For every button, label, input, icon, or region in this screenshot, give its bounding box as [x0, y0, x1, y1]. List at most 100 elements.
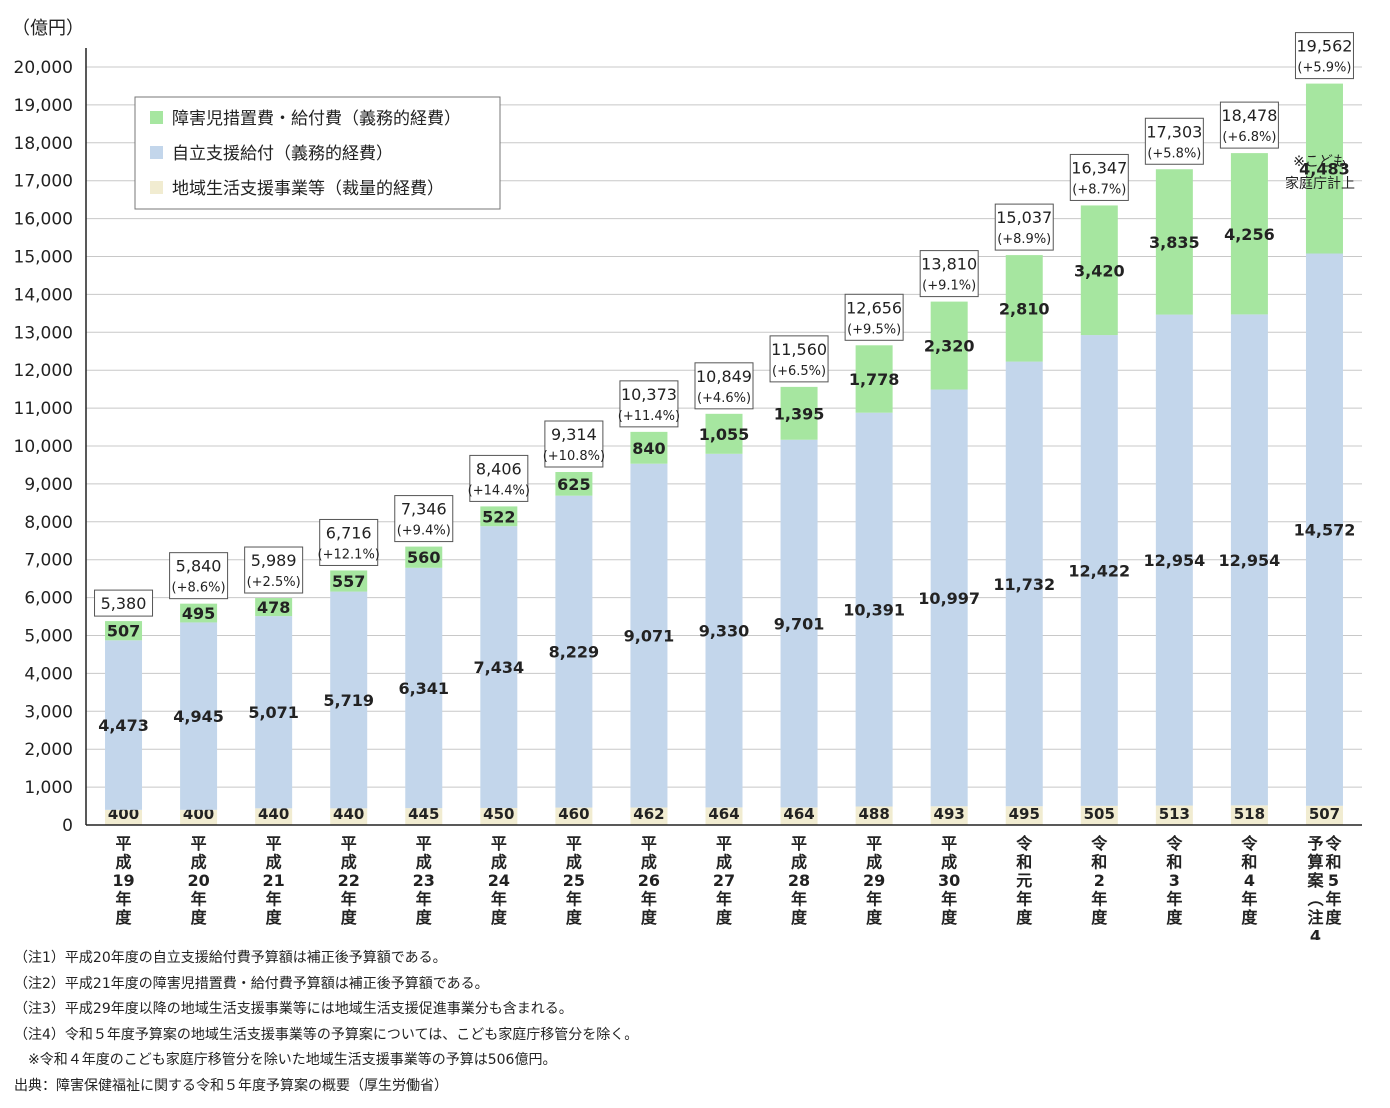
total-change: (+8.6%) — [172, 581, 226, 596]
x-tick-char: 22 — [338, 871, 360, 890]
total-change: (+5.8%) — [1147, 146, 1201, 161]
y-tick-label: 10,000 — [14, 437, 73, 457]
children-label: 4,256 — [1224, 225, 1275, 244]
x-tick-char: 度 — [1016, 908, 1033, 927]
children-segment — [555, 471, 593, 496]
community-segment — [630, 807, 668, 825]
x-tick-char: 年 — [1091, 890, 1107, 909]
children-segment — [1005, 255, 1043, 362]
x-tick-char: 成 — [116, 853, 132, 872]
children-label: 2,320 — [924, 337, 975, 356]
independence-segment — [255, 616, 293, 809]
x-tick-char: 成 — [941, 853, 957, 872]
y-tick-label: 15,000 — [14, 248, 73, 268]
total-box — [244, 546, 304, 594]
total-box — [469, 454, 529, 502]
children-segment — [1080, 205, 1118, 336]
bar-group: 488 10,391 1,778 12,656 (+9.5%) — [843, 293, 905, 825]
total-value: 8,406 — [476, 459, 522, 478]
children-label: 4,483 — [1299, 160, 1350, 179]
x-tick-char: （ — [1305, 890, 1324, 906]
community-label: 464 — [783, 805, 814, 823]
x-tick-char: 令 — [1165, 834, 1183, 853]
children-segment — [630, 431, 668, 464]
independence-segment — [780, 439, 818, 808]
community-segment — [105, 809, 143, 825]
stacked-bar-chart: （億円） 0 1,000 2,000 3,000 4,000 5,000 6,000 7,00… — [12, 18, 1362, 940]
children-segment — [180, 603, 218, 623]
x-tick-char: 度 — [1325, 908, 1342, 927]
children-segment — [405, 546, 443, 568]
x-tick-label: 平成21年度 — [263, 834, 285, 927]
community-segment — [1080, 805, 1118, 825]
x-tick-char: 年 — [491, 890, 507, 909]
total-value: 17,303 — [1146, 122, 1202, 141]
total-change: (+11.4%) — [618, 409, 680, 424]
total-value: 6,716 — [326, 523, 372, 542]
x-tick-char: 算 — [1307, 853, 1323, 872]
independence-label: 4,473 — [98, 716, 149, 735]
x-tick-char: 3 — [1169, 871, 1180, 890]
community-segment — [180, 809, 218, 825]
x-tick-char: 和 — [1166, 853, 1182, 872]
x-tick-char: 30 — [938, 871, 960, 890]
note-4: （注4）令和５年度予算案の地域生活支援事業等の予算案については、こども家庭庁移管… — [14, 1026, 639, 1043]
independence-segment — [1005, 361, 1043, 807]
children-segment — [105, 621, 143, 641]
total-box — [319, 518, 379, 566]
independence-label: 12,954 — [1143, 551, 1205, 570]
y-tick-label: 0 — [62, 816, 73, 836]
bar-group: 464 9,330 1,055 10,849 (+4.6%) — [694, 362, 754, 825]
x-tick-char: 25 — [563, 871, 585, 890]
community-segment — [780, 807, 818, 825]
legend-box — [134, 96, 501, 210]
total-change: (+9.1%) — [922, 279, 976, 294]
legend: 障害児措置費・給付費（義務的経費） 自立支援給付（義務的経費） 地域生活支援事業… — [134, 96, 501, 210]
bar-group: 450 7,434 522 8,406 (+14.4%) — [468, 454, 530, 825]
x-tick-char: 令 — [1240, 834, 1258, 853]
community-segment — [1305, 805, 1343, 825]
x-tick-char: 年 — [266, 890, 282, 909]
gridlines — [86, 66, 1362, 788]
y-tick-label: 7,000 — [24, 551, 73, 571]
x-tick-char: 成 — [416, 853, 432, 872]
x-tick-char: 年 — [566, 890, 582, 909]
x-tick-char: 平 — [416, 834, 432, 853]
total-change: (+10.8%) — [543, 449, 605, 464]
community-segment — [1230, 805, 1268, 825]
x-tick-char: 平 — [341, 834, 357, 853]
community-label: 440 — [333, 805, 364, 823]
independence-segment — [405, 567, 443, 809]
bar-group: 518 12,954 4,256 18,478 (+6.8%) — [1219, 101, 1280, 825]
children-segment — [330, 570, 368, 592]
x-axis-labels: 平成19年度平成20年度平成21年度平成22年度平成23年度平成24年度平成25… — [112, 834, 1342, 940]
y-tick-label: 13,000 — [14, 323, 73, 343]
total-box — [544, 420, 604, 468]
community-label: 462 — [633, 805, 664, 823]
children-segment — [930, 301, 968, 390]
annotation-line1: ※こども — [1293, 154, 1347, 170]
bar-group: 462 9,071 840 10,373 (+11.4%) — [618, 380, 680, 825]
total-value: 16,347 — [1071, 158, 1127, 177]
x-tick-char: 年 — [1016, 890, 1032, 909]
y-tick-label: 14,000 — [14, 285, 73, 305]
total-change: (+8.7%) — [1072, 182, 1126, 197]
x-tick-char: 26 — [638, 871, 660, 890]
x-tick-char: 度 — [566, 908, 583, 927]
total-value: 5,380 — [101, 594, 147, 613]
x-tick-char: 2 — [1094, 871, 1105, 890]
y-tick-label: 1,000 — [24, 778, 73, 798]
x-tick-char: 27 — [713, 871, 735, 890]
independence-segment — [1305, 253, 1343, 806]
x-tick-char: 案 — [1306, 871, 1324, 890]
independence-segment — [1155, 314, 1193, 806]
total-value: 18,478 — [1221, 106, 1277, 125]
